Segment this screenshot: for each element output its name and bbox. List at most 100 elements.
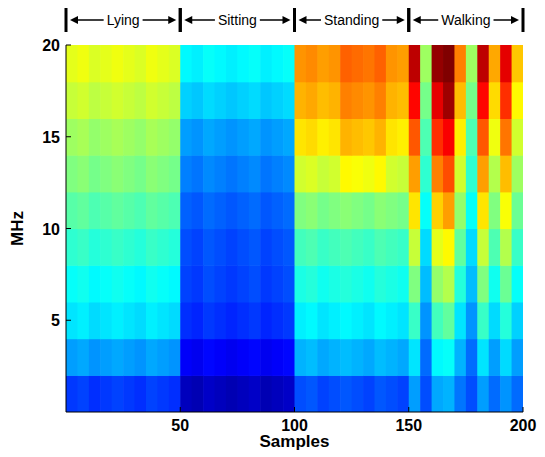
heat-cell (135, 192, 147, 229)
heat-cell (363, 82, 375, 119)
heat-cell (192, 118, 204, 155)
heat-cell (100, 265, 112, 302)
heat-cell (157, 192, 169, 229)
heat-cell (317, 45, 329, 82)
heat-cell (272, 192, 284, 229)
heat-cell (135, 82, 147, 119)
heat-cell (249, 229, 261, 266)
heat-cell (363, 265, 375, 302)
heat-cell (420, 339, 432, 376)
heat-cell (123, 118, 135, 155)
heat-cell (237, 45, 249, 82)
heat-cell (340, 339, 352, 376)
heat-cell (180, 265, 192, 302)
heat-cell (169, 265, 181, 302)
heat-cell (100, 45, 112, 82)
heat-cell (363, 45, 375, 82)
heat-cell (112, 375, 124, 412)
y-axis-title: MHz (8, 211, 27, 246)
heat-cell (272, 229, 284, 266)
heat-cell (352, 45, 364, 82)
heat-cell (386, 45, 398, 82)
heat-cell (329, 375, 341, 412)
heat-cell (249, 192, 261, 229)
heat-cell (89, 339, 101, 376)
heat-cell (135, 229, 147, 266)
segment-arrow (76, 19, 104, 21)
heat-cell (432, 118, 444, 155)
heat-cell (157, 229, 169, 266)
heat-cell (157, 375, 169, 412)
heat-cell (340, 375, 352, 412)
heat-cell (100, 229, 112, 266)
heat-cell (374, 118, 386, 155)
heat-cell (249, 118, 261, 155)
heat-cell (169, 155, 181, 192)
heat-cell (295, 192, 307, 229)
heat-cell (420, 302, 432, 339)
heat-cell (512, 302, 523, 339)
x-axis-title: Samples (260, 432, 330, 451)
segment-arrow (382, 19, 398, 21)
heat-cell (146, 45, 158, 82)
heat-cell (272, 339, 284, 376)
heat-cell (432, 82, 444, 119)
heat-cell (397, 339, 409, 376)
heat-cell (77, 302, 89, 339)
heat-cell (329, 229, 341, 266)
heat-cell (306, 155, 318, 192)
heat-cell (226, 375, 238, 412)
heat-cell (203, 118, 215, 155)
heat-cell (112, 82, 124, 119)
heat-cell (89, 229, 101, 266)
heat-cell (489, 229, 501, 266)
heat-cell (500, 45, 512, 82)
heat-cell (409, 45, 421, 82)
heat-cell (317, 265, 329, 302)
heat-cell (260, 375, 272, 412)
heat-cell (295, 45, 307, 82)
heat-cell (66, 118, 78, 155)
heat-cell (489, 302, 501, 339)
heat-cell (306, 265, 318, 302)
heat-cell (283, 118, 295, 155)
heat-cell (489, 155, 501, 192)
heat-cell (146, 375, 158, 412)
heat-cell (454, 192, 466, 229)
heat-cell (77, 339, 89, 376)
heat-cell (512, 375, 523, 412)
heat-cell (272, 265, 284, 302)
x-tick (294, 407, 295, 412)
heat-cell (77, 82, 89, 119)
heat-cell (123, 339, 135, 376)
heat-cell (169, 339, 181, 376)
heat-cell (432, 339, 444, 376)
heat-cell (215, 82, 227, 119)
heat-cell (420, 155, 432, 192)
segment-arrow (260, 19, 285, 21)
heat-cell (363, 375, 375, 412)
heat-cell (420, 265, 432, 302)
arrow-head (168, 16, 176, 24)
x-tick (408, 407, 409, 412)
heat-cell (374, 155, 386, 192)
arrow-head (413, 16, 421, 24)
heat-cell (260, 192, 272, 229)
heat-cell (192, 265, 204, 302)
heat-cell (249, 339, 261, 376)
heat-cell (272, 82, 284, 119)
heat-cell (226, 45, 238, 82)
heat-cell (432, 155, 444, 192)
heat-cell (443, 229, 455, 266)
heat-cell (180, 45, 192, 82)
heat-cell (306, 229, 318, 266)
heat-cell (454, 375, 466, 412)
heat-cell (409, 339, 421, 376)
heat-cell (512, 155, 523, 192)
heat-cell (180, 229, 192, 266)
y-tick (66, 228, 71, 229)
heat-cell (169, 302, 181, 339)
heat-cell (317, 229, 329, 266)
heat-cell (386, 302, 398, 339)
arrow-head (184, 16, 192, 24)
